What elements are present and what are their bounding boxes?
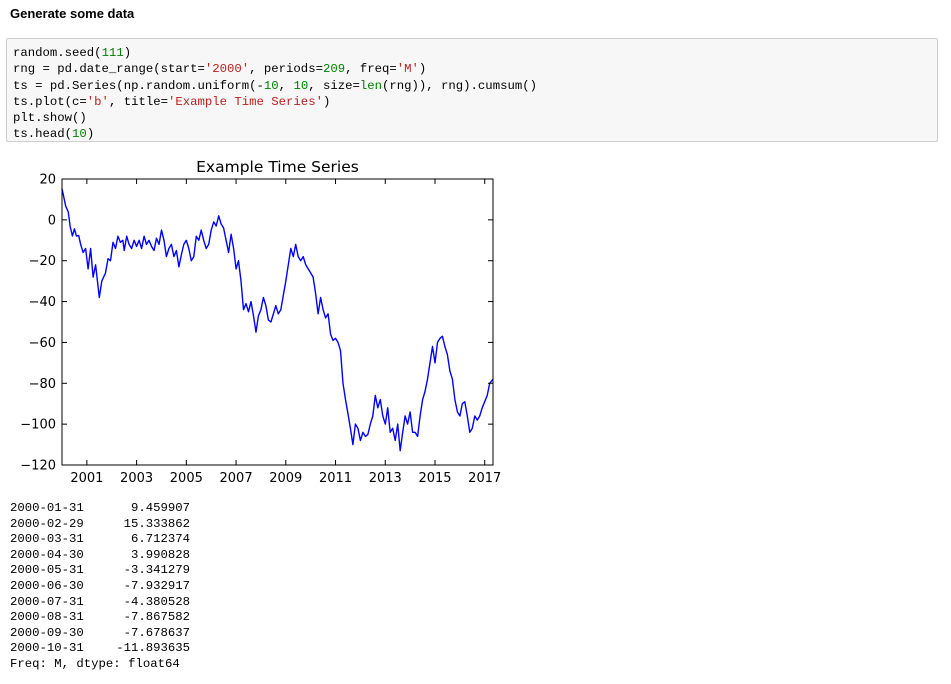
series-row: 2000-04-30 3.990828: [10, 548, 190, 564]
code-token: '2000': [204, 62, 250, 77]
x-tick-label: 2015: [418, 471, 451, 486]
code-cell-input[interactable]: random.seed(111) rng = pd.date_range(sta…: [6, 38, 938, 142]
series-row: 2000-07-31 -4.380528: [10, 595, 190, 611]
code-token: , title=: [108, 94, 168, 109]
code-token: ): [86, 127, 95, 142]
series-date: 2000-03-31: [10, 532, 84, 547]
code-token: plt.show(): [13, 111, 87, 126]
y-tick-label: 20: [39, 173, 56, 188]
code-token: 'M': [396, 62, 419, 77]
chart-output: Example Time Series 20 0 −20 −40 −60 −80 −100 −1…: [0, 150, 520, 490]
series-value: -11.893635: [116, 641, 190, 656]
series-row: 2000-03-31 6.712374: [10, 532, 190, 548]
code-line: ts = pd.Series(np.random.uniform(-10, 10…: [13, 79, 537, 93]
code-token: ): [418, 62, 427, 77]
y-tick-label: −40: [29, 295, 56, 310]
code-token: 'b': [86, 94, 109, 109]
x-tick-label: 2007: [220, 471, 253, 486]
code-token: ): [322, 94, 331, 109]
series-row: 2000-02-29 15.333862: [10, 517, 190, 533]
series-value: -4.380528: [123, 594, 190, 609]
y-tick-label: −100: [20, 418, 56, 433]
x-tick-label: 2017: [468, 471, 501, 486]
code-token: ): [123, 46, 132, 60]
x-tick-label: 2011: [319, 471, 352, 486]
series-row: 2000-09-30 -7.678637: [10, 626, 190, 642]
series-date: 2000-01-31: [10, 501, 84, 515]
series-value: -3.341279: [123, 563, 190, 578]
series-value: -7.867582: [123, 610, 190, 625]
code-token: (rng)), rng).cumsum(): [382, 78, 537, 93]
code-token: 10: [293, 78, 309, 93]
series-row: 2000-05-31 -3.341279: [10, 563, 190, 579]
code-token: random.seed(: [13, 46, 102, 60]
code-line: plt.show(): [13, 111, 87, 125]
x-tick-label: 2005: [170, 471, 203, 486]
code-line: random.seed(111): [13, 46, 131, 60]
series-value: -7.678637: [123, 625, 190, 640]
code-token: 111: [101, 46, 124, 60]
series-date: 2000-07-31: [10, 594, 84, 609]
series-row: 2000-06-30 -7.932917: [10, 579, 190, 595]
code-token: ts.head(: [13, 127, 73, 142]
series-date: 2000-04-30: [10, 547, 84, 562]
series-date: 2000-08-31: [10, 610, 84, 625]
series-row: 2000-10-31 -11.893635: [10, 641, 190, 657]
code-token: 209: [322, 62, 346, 77]
code-token: 'Example Time Series': [167, 94, 323, 109]
code-token: , size=: [308, 78, 360, 93]
y-tick-label: −20: [29, 254, 56, 269]
series-date: 2000-06-30: [10, 578, 84, 593]
series-value: -7.932917: [123, 578, 190, 593]
series-footer: Freq: M, dtype: float64: [10, 656, 180, 671]
chart-title: Example Time Series: [196, 158, 359, 176]
series-row: 2000-08-31 -7.867582: [10, 610, 190, 626]
series-value: 15.333862: [123, 516, 190, 531]
code-token: , freq=: [345, 62, 397, 77]
code-token: , periods=: [249, 62, 323, 77]
x-tick-label: 2001: [70, 471, 103, 486]
code-token: ts.plot(c=: [13, 94, 87, 109]
x-tick-label: 2003: [120, 471, 153, 486]
code-token: 10: [263, 78, 279, 93]
series-date: 2000-10-31: [10, 641, 84, 656]
markdown-heading: Generate some data: [10, 6, 135, 21]
x-tick-label: 2013: [369, 471, 402, 486]
code-line: ts.head(10): [13, 127, 94, 141]
series-date: 2000-05-31: [10, 563, 84, 578]
plot-frame: [61, 178, 494, 466]
y-tick-label: −80: [29, 377, 56, 392]
code-line: rng = pd.date_range(start='2000', period…: [13, 62, 426, 76]
code-token: ts = pd.Series(np.random.uniform(-: [13, 78, 264, 93]
code-token: ,: [278, 78, 294, 93]
series-row: 2000-01-31 9.459907: [10, 501, 190, 517]
series-head-output: 2000-01-31 9.459907 2000-02-29 15.333862 200…: [10, 501, 190, 673]
series-value: 9.459907: [130, 501, 190, 515]
series-date: 2000-09-30: [10, 625, 84, 640]
code-line: ts.plot(c='b', title='Example Time Serie…: [13, 95, 330, 109]
series-value: 6.712374: [130, 532, 190, 547]
y-tick-label: −120: [20, 459, 56, 474]
y-tick-label: 0: [48, 213, 56, 228]
x-tick-label: 2009: [269, 471, 302, 486]
code-token: 10: [72, 127, 87, 142]
series-value: 3.990828: [130, 547, 190, 562]
code-token: len: [359, 78, 382, 93]
y-tick-label: −60: [29, 336, 56, 351]
series-date: 2000-02-29: [10, 516, 84, 531]
series-line: [61, 188, 494, 452]
code-token: rng = pd.date_range(start=: [13, 62, 205, 77]
time-series-chart: Example Time Series 20 0 −20 −40 −60 −80 −100 −1…: [20, 158, 501, 486]
code-text[interactable]: random.seed(111) rng = pd.date_range(sta…: [7, 39, 937, 143]
